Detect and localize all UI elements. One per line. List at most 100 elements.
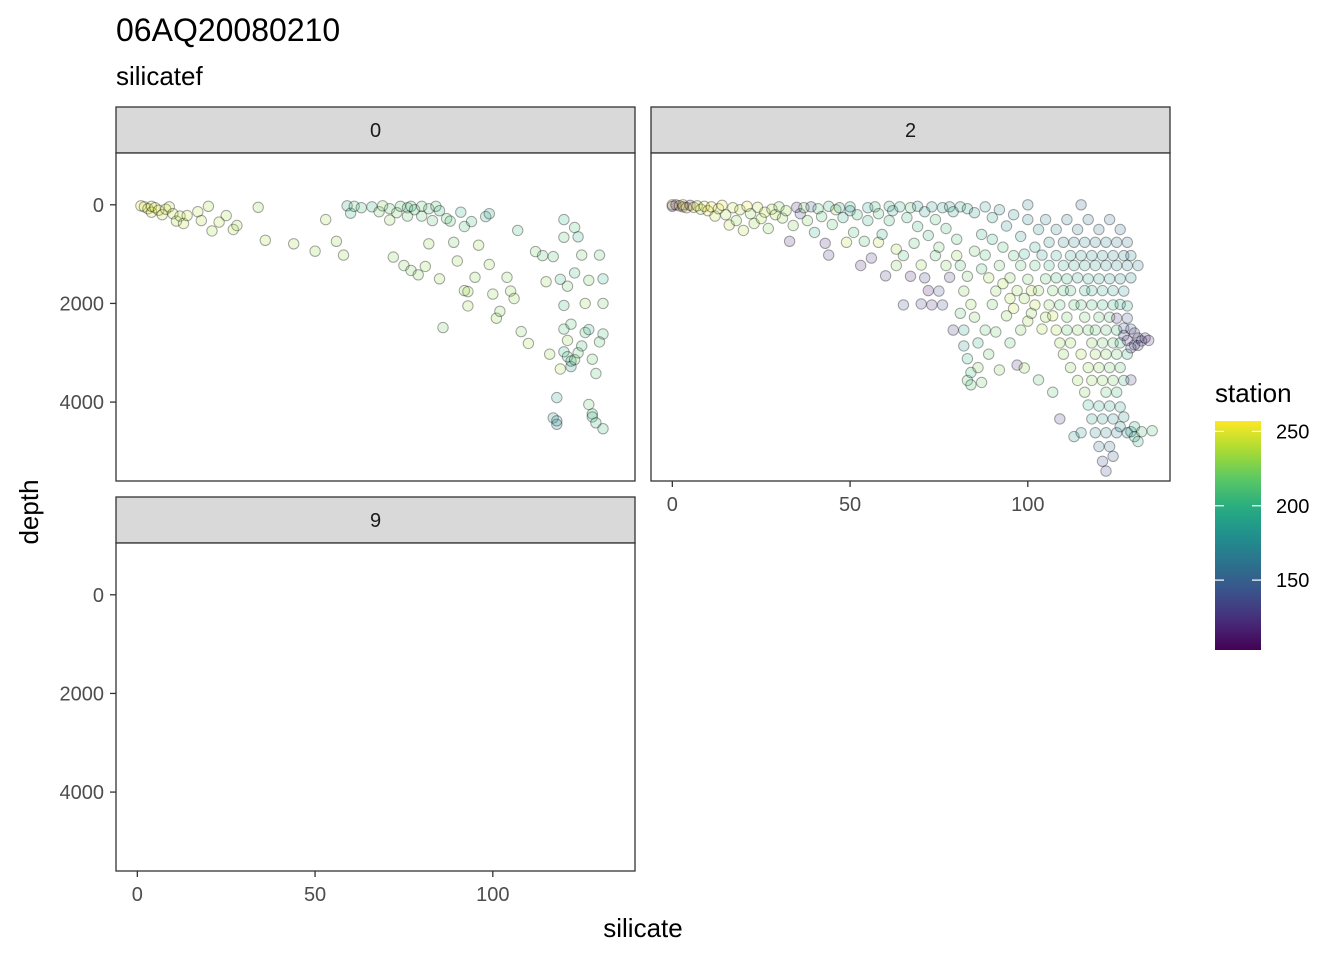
data-point xyxy=(872,208,885,220)
data-point xyxy=(259,234,271,247)
data-point xyxy=(590,367,602,380)
data-point xyxy=(1032,284,1045,297)
data-point xyxy=(1054,299,1066,311)
data-point xyxy=(1103,213,1116,226)
data-point xyxy=(145,200,158,213)
data-point xyxy=(192,206,204,218)
data-point xyxy=(469,271,481,283)
data-point xyxy=(897,299,910,311)
data-point xyxy=(1018,362,1031,374)
data-point xyxy=(1100,465,1112,477)
data-point xyxy=(177,217,190,230)
data-point xyxy=(1011,284,1023,297)
data-point xyxy=(1089,427,1102,439)
data-point xyxy=(576,249,588,261)
data-point xyxy=(394,200,407,213)
data-point xyxy=(1007,249,1020,262)
data-point xyxy=(1025,307,1038,319)
data-point xyxy=(801,214,814,227)
data-point xyxy=(840,236,853,249)
x-tick-label: 0 xyxy=(132,884,143,906)
data-point xyxy=(975,228,988,241)
data-point xyxy=(1082,213,1094,226)
data-point xyxy=(975,376,988,389)
data-point xyxy=(1121,259,1134,272)
data-point xyxy=(423,203,435,215)
data-point xyxy=(220,209,232,222)
data-point xyxy=(551,391,563,404)
data-point xyxy=(568,354,581,366)
data-point xyxy=(1125,342,1137,354)
data-point xyxy=(1114,337,1126,349)
data-point xyxy=(1111,427,1123,439)
data-point xyxy=(933,285,945,297)
data-point xyxy=(558,323,570,335)
data-point xyxy=(958,340,970,352)
data-point xyxy=(926,201,938,213)
data-point xyxy=(579,326,591,339)
data-point xyxy=(554,363,566,375)
data-point xyxy=(583,323,595,336)
data-point xyxy=(1068,299,1080,311)
data-point xyxy=(1132,332,1144,344)
data-point xyxy=(851,209,863,221)
data-point xyxy=(983,348,995,360)
data-point xyxy=(348,200,360,213)
data-point xyxy=(405,264,417,277)
data-point xyxy=(206,225,218,237)
x-axis-label: silicate xyxy=(603,913,682,943)
data-point xyxy=(741,200,753,213)
data-point xyxy=(954,201,966,213)
data-point xyxy=(1107,299,1119,311)
data-point xyxy=(1100,324,1112,336)
data-point xyxy=(572,347,584,359)
data-point xyxy=(979,201,991,213)
data-point xyxy=(412,269,424,281)
data-point xyxy=(1096,413,1109,425)
data-point xyxy=(1103,311,1116,323)
data-point xyxy=(759,206,771,218)
data-point xyxy=(483,208,495,220)
data-point xyxy=(730,214,742,227)
data-point xyxy=(1121,427,1134,439)
y-tick-label: 2000 xyxy=(60,683,105,705)
data-point xyxy=(972,337,984,349)
data-point xyxy=(163,201,176,213)
data-point xyxy=(341,200,353,212)
data-point xyxy=(883,214,895,227)
data-point xyxy=(512,224,524,237)
data-point xyxy=(1146,425,1158,437)
data-point xyxy=(483,258,495,271)
data-point xyxy=(766,203,778,215)
facet-panel-9: 9 0 2000 4000 0 50 100 xyxy=(60,496,636,906)
data-point xyxy=(1125,374,1137,386)
data-point xyxy=(384,203,396,215)
data-point xyxy=(1082,361,1094,374)
data-point xyxy=(1096,299,1109,311)
data-point xyxy=(997,241,1009,253)
data-point xyxy=(440,212,453,225)
data-point xyxy=(1100,427,1112,439)
data-point xyxy=(1114,421,1126,433)
data-point xyxy=(558,213,570,226)
data-point xyxy=(872,236,885,249)
data-point xyxy=(149,202,161,214)
data-point xyxy=(705,201,718,213)
data-point xyxy=(583,398,595,411)
data-point xyxy=(1047,310,1059,322)
data-point xyxy=(565,318,577,330)
data-point xyxy=(890,243,902,255)
data-point xyxy=(426,214,439,227)
data-point xyxy=(1032,223,1045,236)
data-point xyxy=(1082,399,1094,411)
data-point xyxy=(979,249,991,261)
data-point xyxy=(568,267,581,279)
data-point xyxy=(433,205,446,217)
data-point xyxy=(961,203,974,215)
data-point xyxy=(419,260,431,273)
data-point xyxy=(593,249,606,261)
data-point xyxy=(529,245,542,258)
data-point xyxy=(911,200,924,213)
data-point xyxy=(1100,259,1112,272)
data-point xyxy=(1093,440,1105,453)
